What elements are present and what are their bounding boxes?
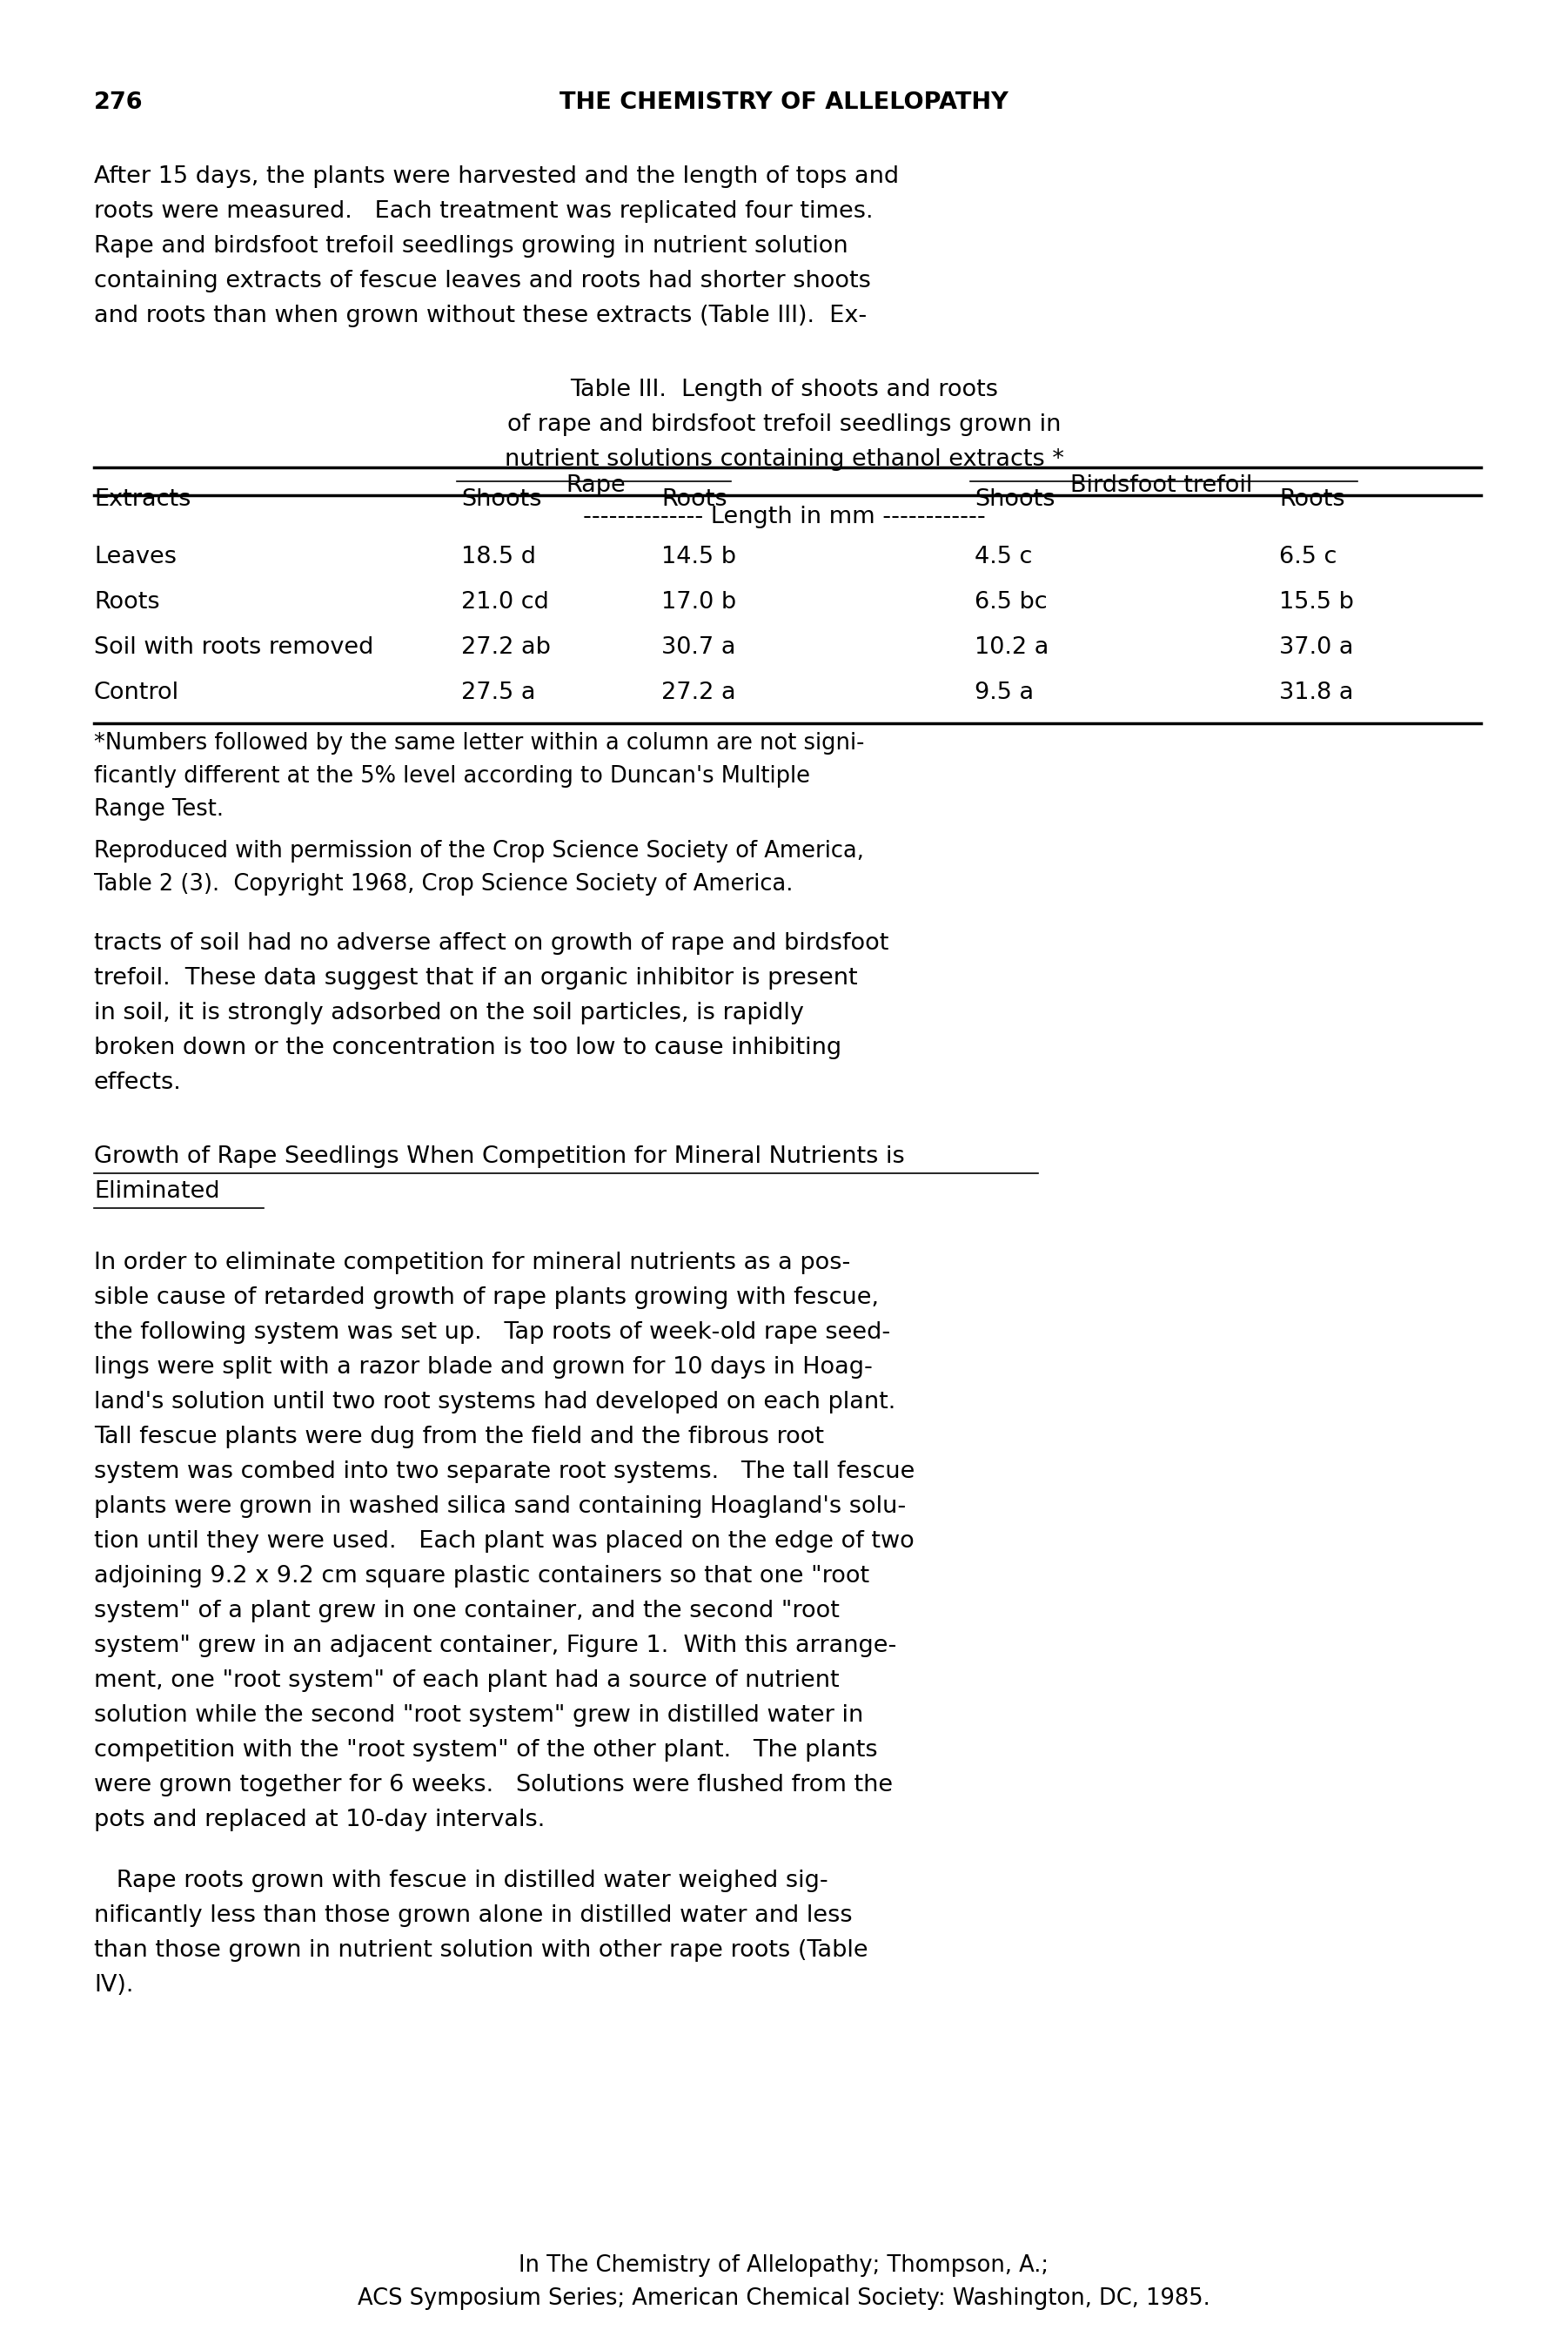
Text: 6.5 bc: 6.5 bc	[975, 590, 1047, 613]
Text: 6.5 c: 6.5 c	[1279, 545, 1338, 569]
Text: were grown together for 6 weeks.   Solutions were flushed from the: were grown together for 6 weeks. Solutio…	[94, 1774, 892, 1795]
Text: Birdsfoot trefoil: Birdsfoot trefoil	[1071, 475, 1253, 496]
Text: than those grown in nutrient solution with other rape roots (Table: than those grown in nutrient solution wi…	[94, 1939, 869, 1962]
Text: effects.: effects.	[94, 1072, 182, 1095]
Text: 21.0 cd: 21.0 cd	[461, 590, 549, 613]
Text: nutrient solutions containing ethanol extracts *: nutrient solutions containing ethanol ex…	[505, 449, 1063, 470]
Text: tracts of soil had no adverse affect on growth of rape and birdsfoot: tracts of soil had no adverse affect on …	[94, 933, 889, 954]
Text: system was combed into two separate root systems.   The tall fescue: system was combed into two separate root…	[94, 1459, 914, 1483]
Text: In order to eliminate competition for mineral nutrients as a pos-: In order to eliminate competition for mi…	[94, 1253, 850, 1274]
Text: 27.2 a: 27.2 a	[662, 682, 735, 705]
Text: Roots: Roots	[1279, 489, 1345, 510]
Text: Soil with roots removed: Soil with roots removed	[94, 637, 373, 658]
Text: lings were split with a razor blade and grown for 10 days in Hoag-: lings were split with a razor blade and …	[94, 1356, 873, 1379]
Text: -------------- Length in mm ------------: -------------- Length in mm ------------	[583, 505, 985, 529]
Text: competition with the "root system" of the other plant.   The plants: competition with the "root system" of th…	[94, 1739, 878, 1762]
Text: 10.2 a: 10.2 a	[975, 637, 1049, 658]
Text: adjoining 9.2 x 9.2 cm square plastic containers so that one "root: adjoining 9.2 x 9.2 cm square plastic co…	[94, 1565, 869, 1589]
Text: and roots than when grown without these extracts (Table III).  Ex-: and roots than when grown without these …	[94, 306, 867, 327]
Text: Roots: Roots	[662, 489, 728, 510]
Text: Rape and birdsfoot trefoil seedlings growing in nutrient solution: Rape and birdsfoot trefoil seedlings gro…	[94, 235, 848, 258]
Text: containing extracts of fescue leaves and roots had shorter shoots: containing extracts of fescue leaves and…	[94, 270, 870, 291]
Text: ment, one "root system" of each plant had a source of nutrient: ment, one "root system" of each plant ha…	[94, 1668, 839, 1692]
Text: Eliminated: Eliminated	[94, 1180, 220, 1203]
Text: 276: 276	[94, 92, 143, 115]
Text: in soil, it is strongly adsorbed on the soil particles, is rapidly: in soil, it is strongly adsorbed on the …	[94, 1001, 804, 1025]
Text: Reproduced with permission of the Crop Science Society of America,: Reproduced with permission of the Crop S…	[94, 839, 864, 862]
Text: the following system was set up.   Tap roots of week-old rape seed-: the following system was set up. Tap roo…	[94, 1321, 891, 1344]
Text: tion until they were used.   Each plant was placed on the edge of two: tion until they were used. Each plant wa…	[94, 1530, 914, 1553]
Text: sible cause of retarded growth of rape plants growing with fescue,: sible cause of retarded growth of rape p…	[94, 1285, 878, 1309]
Text: ACS Symposium Series; American Chemical Society: Washington, DC, 1985.: ACS Symposium Series; American Chemical …	[358, 2287, 1210, 2310]
Text: plants were grown in washed silica sand containing Hoagland's solu-: plants were grown in washed silica sand …	[94, 1495, 906, 1518]
Text: trefoil.  These data suggest that if an organic inhibitor is present: trefoil. These data suggest that if an o…	[94, 966, 858, 989]
Text: roots were measured.   Each treatment was replicated four times.: roots were measured. Each treatment was …	[94, 200, 873, 223]
Text: 31.8 a: 31.8 a	[1279, 682, 1353, 705]
Text: 27.5 a: 27.5 a	[461, 682, 536, 705]
Text: of rape and birdsfoot trefoil seedlings grown in: of rape and birdsfoot trefoil seedlings …	[506, 414, 1062, 437]
Text: Tall fescue plants were dug from the field and the fibrous root: Tall fescue plants were dug from the fie…	[94, 1426, 823, 1448]
Text: 37.0 a: 37.0 a	[1279, 637, 1353, 658]
Text: 17.0 b: 17.0 b	[662, 590, 737, 613]
Text: nificantly less than those grown alone in distilled water and less: nificantly less than those grown alone i…	[94, 1904, 853, 1927]
Text: Leaves: Leaves	[94, 545, 177, 569]
Text: Table III.  Length of shoots and roots: Table III. Length of shoots and roots	[569, 378, 999, 402]
Text: broken down or the concentration is too low to cause inhibiting: broken down or the concentration is too …	[94, 1036, 842, 1060]
Text: land's solution until two root systems had developed on each plant.: land's solution until two root systems h…	[94, 1391, 895, 1412]
Text: solution while the second "root system" grew in distilled water in: solution while the second "root system" …	[94, 1704, 864, 1727]
Text: Shoots: Shoots	[975, 489, 1055, 510]
Text: pots and replaced at 10-day intervals.: pots and replaced at 10-day intervals.	[94, 1810, 544, 1831]
Text: In The Chemistry of Allelopathy; Thompson, A.;: In The Chemistry of Allelopathy; Thompso…	[519, 2254, 1049, 2277]
Text: Growth of Rape Seedlings When Competition for Mineral Nutrients is: Growth of Rape Seedlings When Competitio…	[94, 1144, 905, 1168]
Text: 15.5 b: 15.5 b	[1279, 590, 1353, 613]
Text: 4.5 c: 4.5 c	[975, 545, 1032, 569]
Text: Rape: Rape	[566, 475, 626, 496]
Text: After 15 days, the plants were harvested and the length of tops and: After 15 days, the plants were harvested…	[94, 165, 898, 188]
Text: 27.2 ab: 27.2 ab	[461, 637, 550, 658]
Text: Extracts: Extracts	[94, 489, 191, 510]
Text: 30.7 a: 30.7 a	[662, 637, 735, 658]
Text: 14.5 b: 14.5 b	[662, 545, 735, 569]
Text: 9.5 a: 9.5 a	[975, 682, 1033, 705]
Text: *Numbers followed by the same letter within a column are not signi-: *Numbers followed by the same letter wit…	[94, 731, 864, 754]
Text: system" of a plant grew in one container, and the second "root: system" of a plant grew in one container…	[94, 1600, 839, 1621]
Text: ficantly different at the 5% level according to Duncan's Multiple: ficantly different at the 5% level accor…	[94, 766, 811, 787]
Text: 18.5 d: 18.5 d	[461, 545, 536, 569]
Text: Shoots: Shoots	[461, 489, 541, 510]
Text: THE CHEMISTRY OF ALLELOPATHY: THE CHEMISTRY OF ALLELOPATHY	[560, 92, 1008, 115]
Text: Control: Control	[94, 682, 179, 705]
Text: IV).: IV).	[94, 1974, 133, 1998]
Text: Table 2 (3).  Copyright 1968, Crop Science Society of America.: Table 2 (3). Copyright 1968, Crop Scienc…	[94, 872, 793, 895]
Text: system" grew in an adjacent container, Figure 1.  With this arrange-: system" grew in an adjacent container, F…	[94, 1636, 897, 1657]
Text: Rape roots grown with fescue in distilled water weighed sig-: Rape roots grown with fescue in distille…	[94, 1871, 828, 1892]
Text: Range Test.: Range Test.	[94, 799, 224, 820]
Text: Roots: Roots	[94, 590, 160, 613]
